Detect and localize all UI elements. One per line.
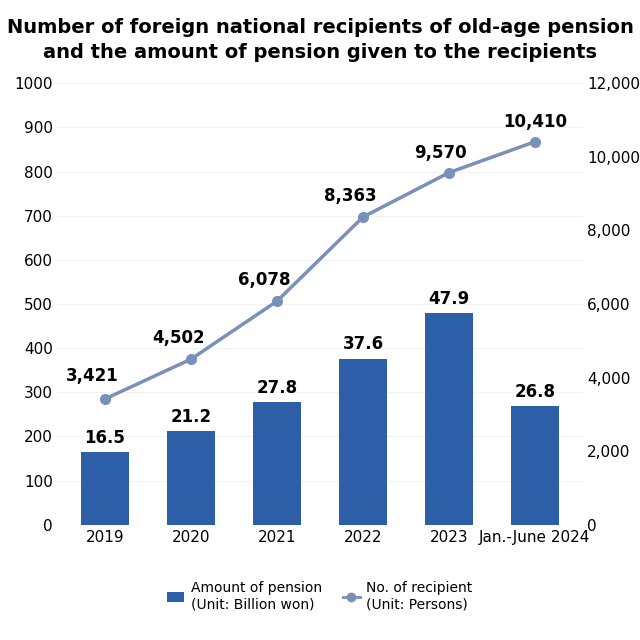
Text: 21.2: 21.2 xyxy=(170,408,212,426)
Text: 10,410: 10,410 xyxy=(503,113,567,131)
Bar xyxy=(168,431,214,525)
Text: 37.6: 37.6 xyxy=(342,335,383,353)
Text: 3,421: 3,421 xyxy=(66,367,118,385)
Text: 9,570: 9,570 xyxy=(414,143,467,161)
Legend: Amount of pension
(Unit: Billion won), No. of recipient
(Unit: Persons): Amount of pension (Unit: Billion won), N… xyxy=(162,576,478,617)
Text: 6,078: 6,078 xyxy=(238,271,291,289)
Text: 16.5: 16.5 xyxy=(84,429,125,447)
Text: 4,502: 4,502 xyxy=(152,330,204,348)
Bar xyxy=(426,313,472,525)
Text: 27.8: 27.8 xyxy=(257,379,298,397)
Bar xyxy=(339,359,387,525)
Bar xyxy=(511,406,559,525)
Text: 8,363: 8,363 xyxy=(324,188,376,205)
Bar xyxy=(81,452,129,525)
Text: 47.9: 47.9 xyxy=(428,290,470,308)
Title: Number of foreign national recipients of old-age pension
and the amount of pensi: Number of foreign national recipients of… xyxy=(6,18,634,62)
Text: 26.8: 26.8 xyxy=(515,383,556,401)
Bar xyxy=(253,402,301,525)
